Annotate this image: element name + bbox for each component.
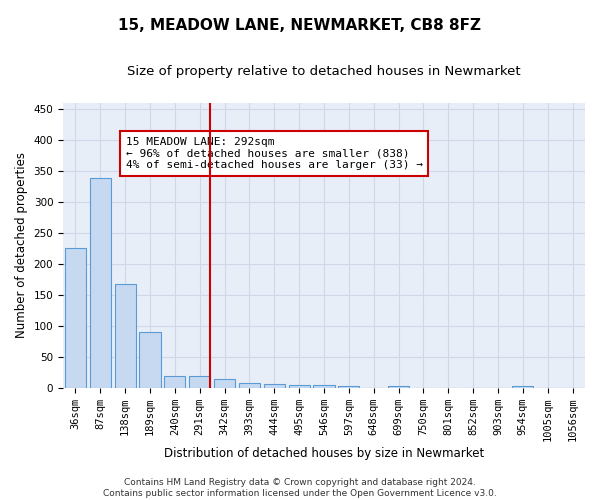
Bar	[90, 178, 111, 388]
Bar	[388, 386, 409, 388]
Bar	[189, 376, 210, 388]
Bar	[264, 384, 285, 388]
Bar	[115, 284, 136, 388]
Text: 15, MEADOW LANE, NEWMARKET, CB8 8FZ: 15, MEADOW LANE, NEWMARKET, CB8 8FZ	[119, 18, 482, 32]
Bar	[65, 248, 86, 388]
Bar	[139, 332, 161, 388]
Bar	[338, 386, 359, 388]
Bar	[313, 386, 335, 388]
Bar	[512, 386, 533, 388]
Y-axis label: Number of detached properties: Number of detached properties	[15, 152, 28, 338]
Bar	[164, 376, 185, 388]
X-axis label: Distribution of detached houses by size in Newmarket: Distribution of detached houses by size …	[164, 447, 484, 460]
Bar	[239, 383, 260, 388]
Bar	[214, 378, 235, 388]
Bar	[289, 385, 310, 388]
Title: Size of property relative to detached houses in Newmarket: Size of property relative to detached ho…	[127, 65, 521, 78]
Text: Contains HM Land Registry data © Crown copyright and database right 2024.
Contai: Contains HM Land Registry data © Crown c…	[103, 478, 497, 498]
Text: 15 MEADOW LANE: 292sqm
← 96% of detached houses are smaller (838)
4% of semi-det: 15 MEADOW LANE: 292sqm ← 96% of detached…	[125, 137, 422, 170]
